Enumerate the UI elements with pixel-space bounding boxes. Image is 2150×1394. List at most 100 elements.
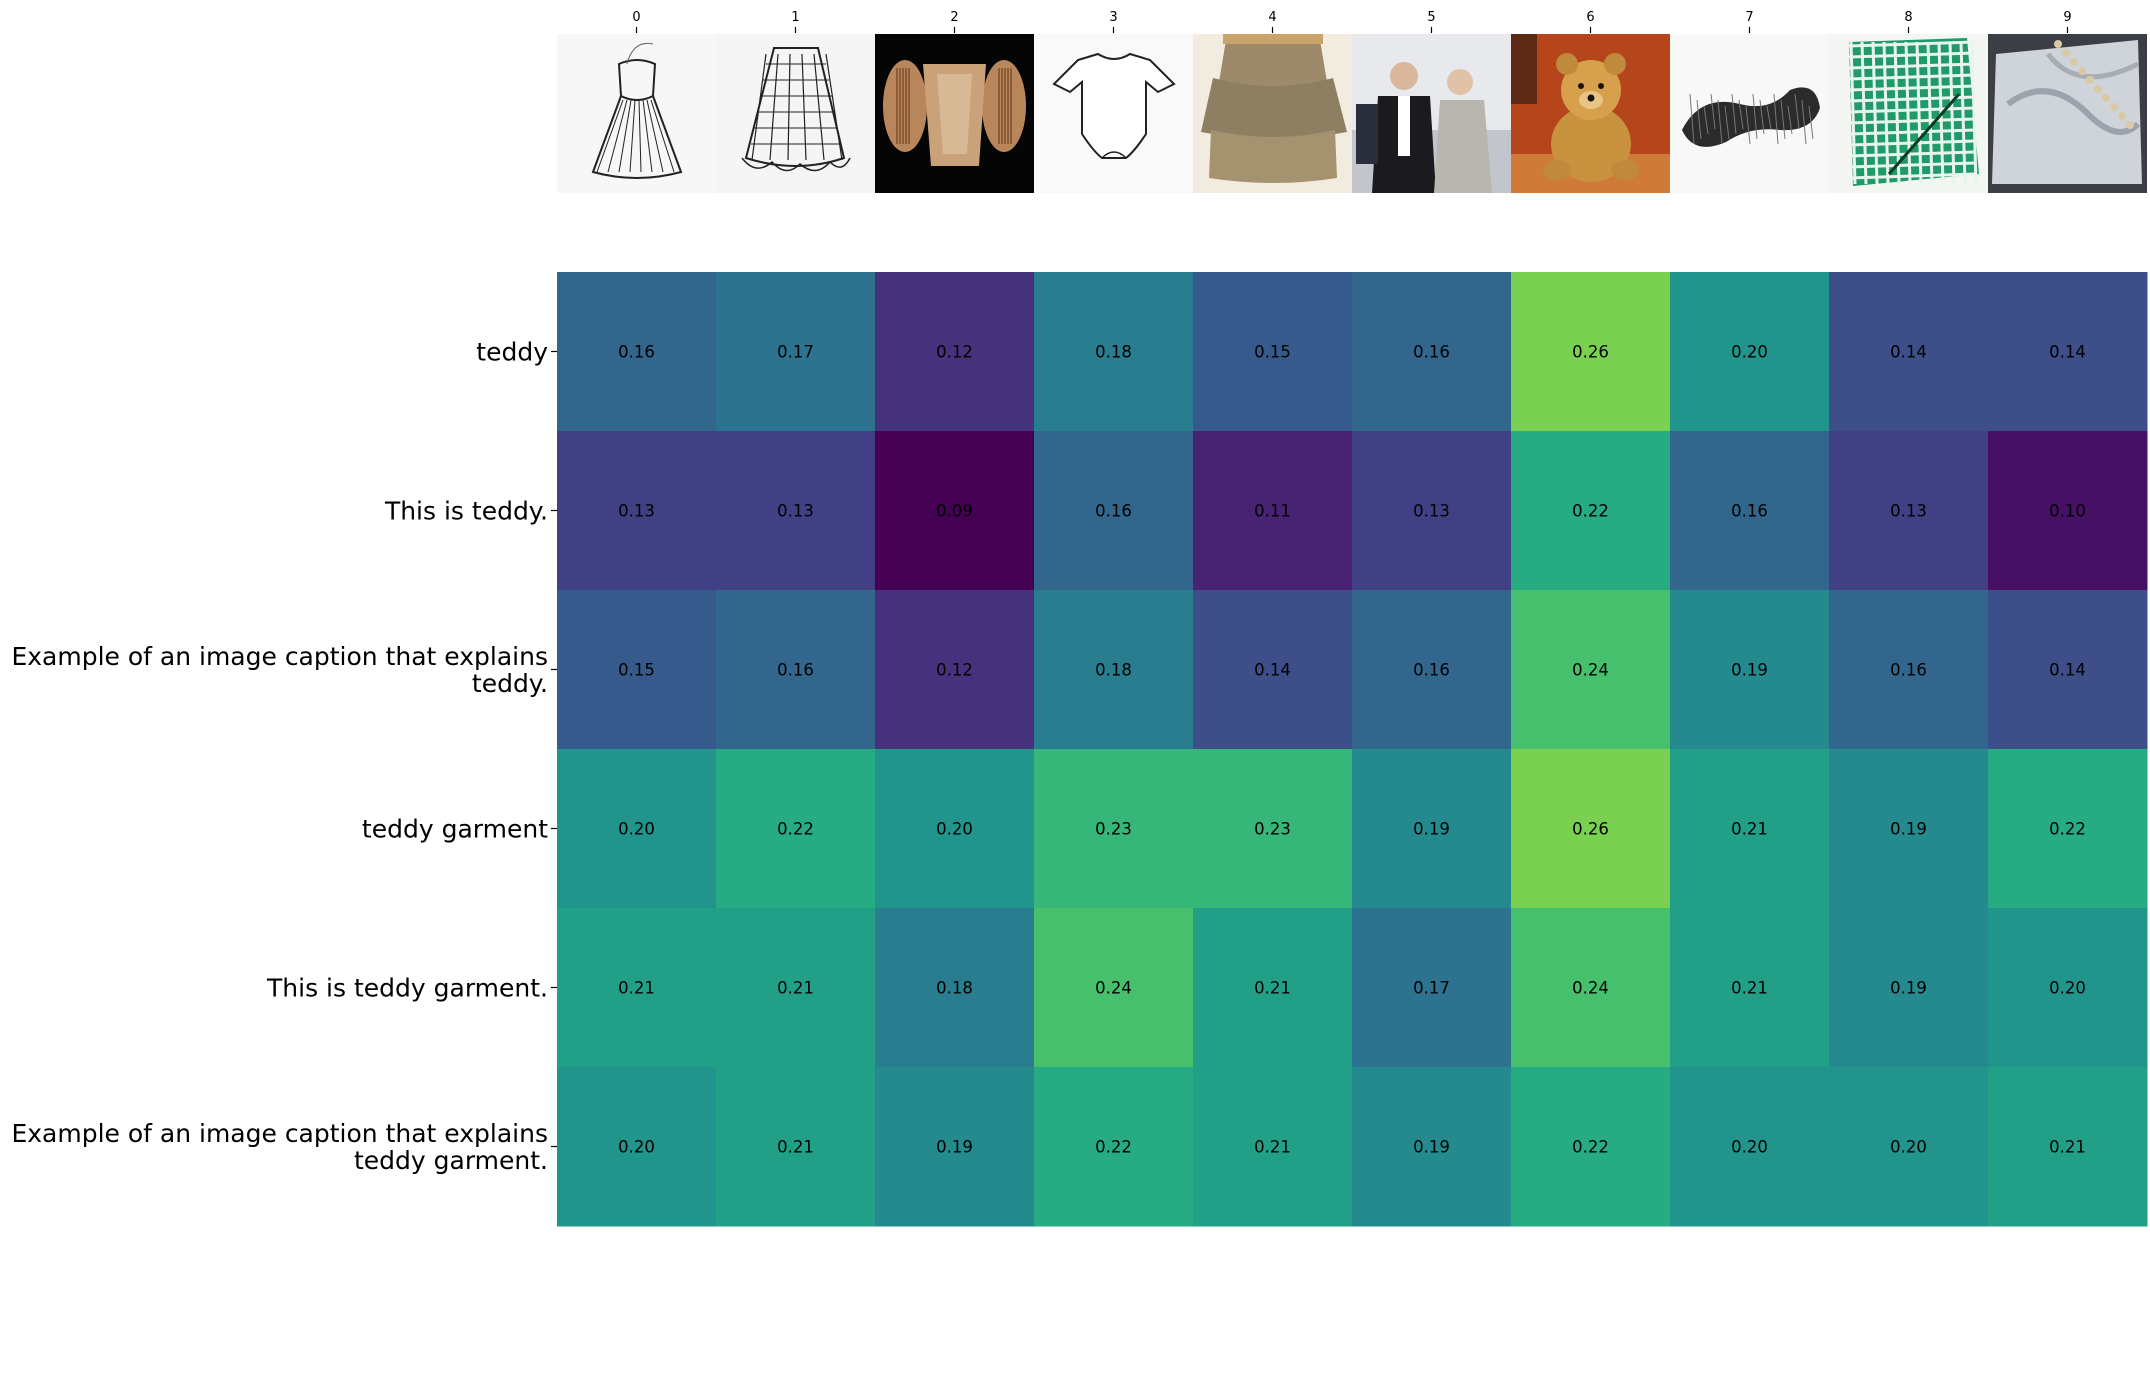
cell-value-label: 0.14 (1254, 661, 1291, 680)
cell-value-label: 0.21 (618, 979, 655, 998)
cell-value-label: 0.17 (777, 343, 814, 362)
cell-value-label: 0.19 (1413, 1138, 1450, 1157)
cell-value-label: 0.22 (2049, 820, 2086, 839)
heatmap-cell (1193, 908, 1353, 1068)
cell-value-label: 0.22 (1572, 1138, 1609, 1157)
cell-value-label: 0.21 (777, 1138, 814, 1157)
heatmap-cell (875, 1067, 1035, 1227)
heatmap-cell (1670, 431, 1830, 591)
ornate-bodice-image (875, 34, 1034, 193)
heatmap-cell (1670, 1067, 1830, 1227)
heatmap-cell (1829, 590, 1989, 750)
cell-value-label: 0.16 (777, 661, 814, 680)
heatmap-cell (1034, 590, 1194, 750)
row-label: teddy. (472, 669, 548, 698)
heatmap-cells: 0.16 0.17 0.12 0.18 0.15 0.16 0.26 0.20 0.14 0.14… (557, 272, 2148, 1227)
heatmap-cell (1352, 749, 1512, 909)
cell-value-label: 0.18 (1095, 343, 1132, 362)
heatmap-cell (1670, 749, 1830, 909)
sketch-corset-dress-image (557, 34, 716, 193)
heatmap-cell (1511, 908, 1671, 1068)
sketch-baby-onesie-image (1034, 34, 1193, 193)
row-label: Example of an image caption that explain… (11, 642, 548, 671)
heatmap-cell (1829, 908, 1989, 1068)
heatmap-cell (557, 1067, 717, 1227)
cell-value-label: 0.19 (1890, 979, 1927, 998)
row-label: This is teddy garment. (266, 974, 548, 1003)
heatmap-cell (1352, 1067, 1512, 1227)
cell-value-label: 0.13 (1413, 502, 1450, 521)
heatmap-cell (1988, 590, 2148, 750)
column-tick-label: 3 (1109, 10, 1117, 25)
heatmap-cell (716, 908, 876, 1068)
column-tick-label: 5 (1427, 10, 1435, 25)
cell-value-label: 0.22 (1095, 1138, 1132, 1157)
row-label: teddy garment (362, 815, 548, 844)
cell-value-label: 0.24 (1095, 979, 1132, 998)
cell-value-label: 0.16 (1890, 661, 1927, 680)
cell-value-label: 0.21 (1731, 820, 1768, 839)
heatmap-cell (1829, 272, 1989, 432)
heatmap-cell (1988, 908, 2148, 1068)
heatmap-cell (716, 272, 876, 432)
column-tick-label: 1 (791, 10, 799, 25)
column-images (557, 34, 2147, 193)
heatmap-cell (557, 749, 717, 909)
heatmap-cell (1829, 1067, 1989, 1227)
column-tick-label: 9 (2063, 10, 2071, 25)
cell-value-label: 0.13 (777, 502, 814, 521)
heatmap-cell (875, 590, 1035, 750)
column-tick-label: 7 (1745, 10, 1753, 25)
column-tick-label: 0 (632, 10, 640, 25)
heatmap-cell (1511, 272, 1671, 432)
cell-value-label: 0.19 (1731, 661, 1768, 680)
heatmap-cell (1670, 272, 1830, 432)
cell-value-label: 0.09 (936, 502, 973, 521)
heatmap-cell (557, 590, 717, 750)
cell-value-label: 0.22 (777, 820, 814, 839)
heatmap-cell (1988, 749, 2148, 909)
officers-ceremony-photo-image (1352, 34, 1511, 193)
cell-value-label: 0.19 (936, 1138, 973, 1157)
cell-value-label: 0.19 (1890, 820, 1927, 839)
cell-value-label: 0.18 (1095, 661, 1132, 680)
heatmap-cell (557, 908, 717, 1068)
heatmap-cell (1352, 908, 1512, 1068)
cell-value-label: 0.13 (1890, 502, 1927, 521)
heatmap-cell (1193, 1067, 1353, 1227)
heatmap-cell (875, 431, 1035, 591)
heatmap-cell (1511, 590, 1671, 750)
heatmap-cell (1193, 272, 1353, 432)
cell-value-label: 0.23 (1095, 820, 1132, 839)
heatmap-cell (1352, 431, 1512, 591)
row-label: teddy garment. (354, 1146, 548, 1175)
cell-value-label: 0.26 (1572, 343, 1609, 362)
row-label: Example of an image caption that explain… (11, 1119, 548, 1148)
cell-value-label: 0.21 (1731, 979, 1768, 998)
heatmap-cell (1988, 431, 2148, 591)
cell-value-label: 0.14 (1890, 343, 1927, 362)
cell-value-label: 0.12 (936, 343, 973, 362)
heatmap-cell (1352, 272, 1512, 432)
row-label: This is teddy. (384, 497, 548, 526)
cell-value-label: 0.21 (1254, 1138, 1291, 1157)
heatmap-cell (1670, 908, 1830, 1068)
cell-value-label: 0.24 (1572, 979, 1609, 998)
heatmap-cell (1034, 749, 1194, 909)
heatmap-cell (1193, 431, 1353, 591)
heatmap-cell (716, 749, 876, 909)
cell-value-label: 0.20 (618, 1138, 655, 1157)
heatmap-cell (1034, 1067, 1194, 1227)
cell-value-label: 0.16 (1413, 661, 1450, 680)
cell-value-label: 0.16 (1731, 502, 1768, 521)
cell-value-label: 0.20 (1890, 1138, 1927, 1157)
cell-value-label: 0.20 (2049, 979, 2086, 998)
cell-value-label: 0.20 (1731, 1138, 1768, 1157)
sketch-plaid-skirt-image (716, 34, 875, 193)
heatmap-cell (716, 431, 876, 591)
heatmap-cell (1193, 749, 1353, 909)
heatmap-cell (1670, 590, 1830, 750)
tweed-tiered-skirt-image (1193, 34, 1352, 193)
cell-value-label: 0.14 (2049, 661, 2086, 680)
